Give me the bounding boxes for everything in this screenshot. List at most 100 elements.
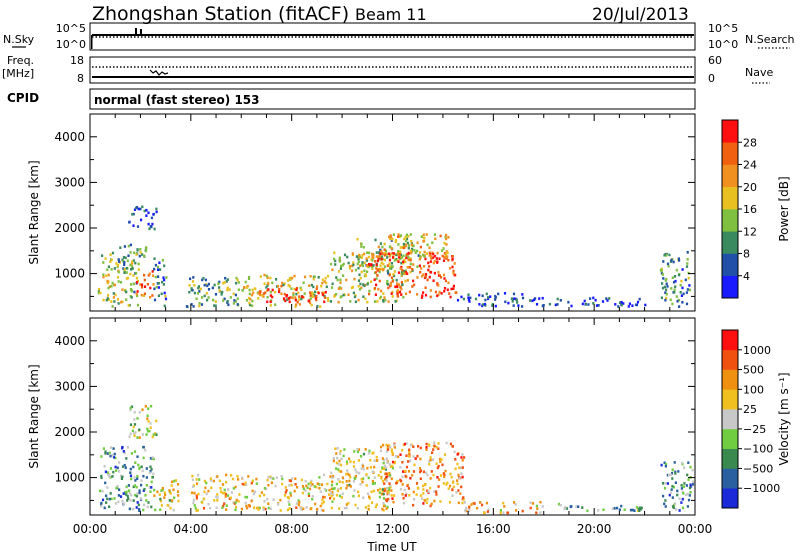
range-cell xyxy=(245,495,249,499)
range-cell xyxy=(681,268,684,271)
range-cell xyxy=(163,496,166,499)
range-cell xyxy=(401,475,404,479)
range-cell xyxy=(163,264,166,268)
range-cell xyxy=(461,466,464,469)
range-cell xyxy=(665,254,668,257)
range-cell xyxy=(307,299,310,303)
range-cell xyxy=(406,279,409,282)
range-cell xyxy=(390,489,393,492)
range-cell xyxy=(393,443,396,447)
range-cell xyxy=(155,433,158,436)
range-cell xyxy=(381,252,384,255)
range-cell xyxy=(124,466,127,469)
range-cell xyxy=(388,245,391,248)
range-cell xyxy=(667,473,671,477)
range-cell xyxy=(453,450,456,454)
range-cell xyxy=(307,492,310,495)
range-cell xyxy=(140,465,143,469)
range-cell xyxy=(394,240,397,244)
range-cell xyxy=(687,276,690,280)
data-region xyxy=(153,479,180,512)
range-cell xyxy=(138,509,141,512)
range-cell xyxy=(251,479,254,483)
range-cell xyxy=(148,486,151,489)
range-cell xyxy=(112,447,115,450)
range-cell xyxy=(605,297,608,300)
strip-sky-spike-1 xyxy=(135,28,137,35)
range-cell xyxy=(234,300,237,303)
range-cell xyxy=(681,506,685,510)
range-cell xyxy=(157,294,160,297)
range-cell xyxy=(336,489,339,493)
range-cell xyxy=(380,250,383,253)
range-cell xyxy=(368,449,371,453)
range-cell xyxy=(123,268,126,271)
range-cell xyxy=(364,274,368,278)
range-cell xyxy=(296,300,299,304)
range-cell xyxy=(422,484,425,488)
range-cell xyxy=(305,484,308,488)
range-cell xyxy=(335,461,338,465)
range-cell xyxy=(313,294,316,297)
range-cell xyxy=(339,267,342,270)
range-cell xyxy=(267,475,270,479)
range-cell xyxy=(114,502,117,505)
range-cell xyxy=(429,271,433,274)
range-cell xyxy=(459,492,462,495)
range-cell xyxy=(345,503,348,506)
range-cell xyxy=(381,488,384,491)
range-cell xyxy=(666,285,669,288)
range-cell xyxy=(169,492,172,495)
range-cell xyxy=(331,476,334,479)
range-cell xyxy=(446,288,449,292)
range-cell xyxy=(452,271,455,275)
range-cell xyxy=(397,260,400,263)
range-cell xyxy=(123,245,126,248)
range-cell xyxy=(345,506,348,510)
range-cell xyxy=(337,478,340,481)
range-cell xyxy=(133,476,136,479)
range-cell xyxy=(377,474,380,477)
range-cell xyxy=(389,281,393,285)
range-cell xyxy=(682,485,685,488)
range-cell xyxy=(383,467,386,470)
range-cell xyxy=(148,227,151,231)
range-cell xyxy=(233,299,236,302)
range-cell xyxy=(669,473,673,477)
range-cell xyxy=(446,255,449,258)
range-cell xyxy=(258,506,261,510)
range-cell xyxy=(450,475,453,479)
range-cell xyxy=(444,235,447,239)
range-cell xyxy=(399,234,403,237)
colorbar-tick-label: 1000 xyxy=(743,344,771,357)
range-cell xyxy=(461,501,464,505)
range-cell xyxy=(353,450,356,453)
range-cell xyxy=(155,419,158,423)
range-cell xyxy=(636,509,640,512)
range-cell xyxy=(115,486,118,490)
range-cell xyxy=(481,294,484,298)
range-cell xyxy=(494,304,497,308)
range-cell xyxy=(317,276,320,279)
range-cell xyxy=(316,285,319,288)
range-cell xyxy=(104,452,107,455)
range-cell xyxy=(142,508,145,512)
range-cell xyxy=(614,303,617,306)
range-cell xyxy=(482,511,486,515)
range-cell xyxy=(147,211,150,215)
range-cell xyxy=(666,262,670,266)
range-cell xyxy=(248,288,251,292)
range-cell xyxy=(664,279,667,282)
range-cell xyxy=(436,260,439,263)
range-cell xyxy=(269,276,272,280)
range-cell xyxy=(148,471,151,475)
range-cell xyxy=(145,499,148,502)
range-cell xyxy=(136,436,139,439)
range-cell xyxy=(106,486,109,489)
range-cell xyxy=(135,271,138,275)
strip-sky-spike-2 xyxy=(140,29,142,35)
range-cell xyxy=(235,498,238,502)
range-cell xyxy=(660,463,663,467)
range-cell xyxy=(263,493,266,497)
